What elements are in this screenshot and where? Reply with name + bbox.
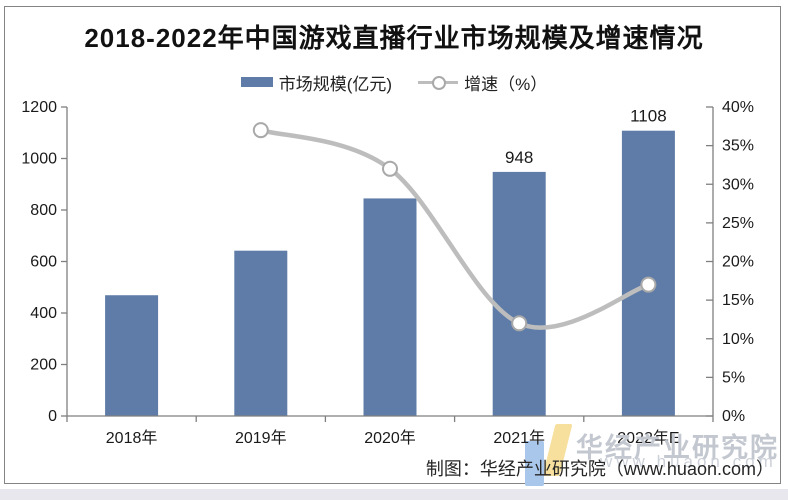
chart-legend: 市场规模(亿元) 增速（%） (0, 70, 788, 95)
right-axis-tick: 10% (722, 331, 754, 348)
bar-series-swatch-icon (240, 77, 273, 87)
left-axis-tick: 400 (30, 305, 57, 322)
bar-2021年 (492, 171, 546, 416)
watermark-url: www.huaon.com (600, 452, 777, 471)
bottom-strip (0, 489, 788, 500)
x-axis-label-2021年: 2021年 (493, 429, 545, 447)
bar-label-2022年E: 1108 (630, 107, 667, 126)
growth-line-marker (511, 315, 528, 332)
right-axis-tick: 15% (722, 292, 754, 309)
x-axis-label-2022年E: 2022年E (617, 429, 679, 447)
legend-item-growth: 增速（%） (418, 70, 547, 95)
growth-line-marker (382, 160, 398, 177)
legend-label-growth: 增速（%） (464, 74, 548, 94)
right-axis-tick: 25% (722, 215, 754, 232)
right-axis-tick: 20% (722, 254, 754, 271)
left-axis-tick: 1200 (21, 99, 57, 116)
chart-title: 2018-2022年中国游戏直播行业市场规模及增速情况 (84, 23, 704, 53)
bar-2018年 (105, 295, 159, 416)
bar-2020年 (363, 198, 417, 416)
growth-line (258, 127, 651, 330)
bar-2022年E (621, 130, 675, 416)
line-series-swatch-icon (418, 75, 459, 90)
watermark-text: 华经产业研究院 (576, 433, 779, 463)
left-axis-tick: 600 (30, 254, 57, 271)
x-axis-label-2020年: 2020年 (364, 429, 416, 447)
x-axis-label-2019年: 2019年 (235, 429, 287, 447)
source-caption: 制图：华经产业研究院（www.huaon.com） (425, 459, 774, 479)
right-axis-tick: 0% (722, 408, 745, 425)
right-axis-tick: 40% (722, 99, 754, 116)
huaon-logo (523, 424, 573, 486)
left-axis-tick: 200 (30, 357, 57, 374)
x-axis-label-2018年: 2018年 (106, 429, 158, 447)
left-axis-tick: 1000 (21, 151, 57, 168)
growth-line-marker (252, 122, 269, 139)
right-axis-tick: 30% (722, 176, 754, 193)
legend-label-market-size: 市场规模(亿元) (278, 74, 393, 94)
left-axis-tick: 0 (48, 408, 57, 425)
right-axis-tick: 35% (722, 138, 754, 155)
left-axis-tick: 800 (30, 202, 57, 219)
legend-item-market-size: 市场规模(亿元) (240, 70, 393, 95)
bar-2019年 (234, 250, 288, 416)
logo-blue-bar-icon (525, 441, 544, 486)
right-axis-tick: 5% (722, 369, 745, 386)
growth-line-marker (640, 276, 657, 293)
bar-label-2021年: 948 (505, 148, 533, 167)
